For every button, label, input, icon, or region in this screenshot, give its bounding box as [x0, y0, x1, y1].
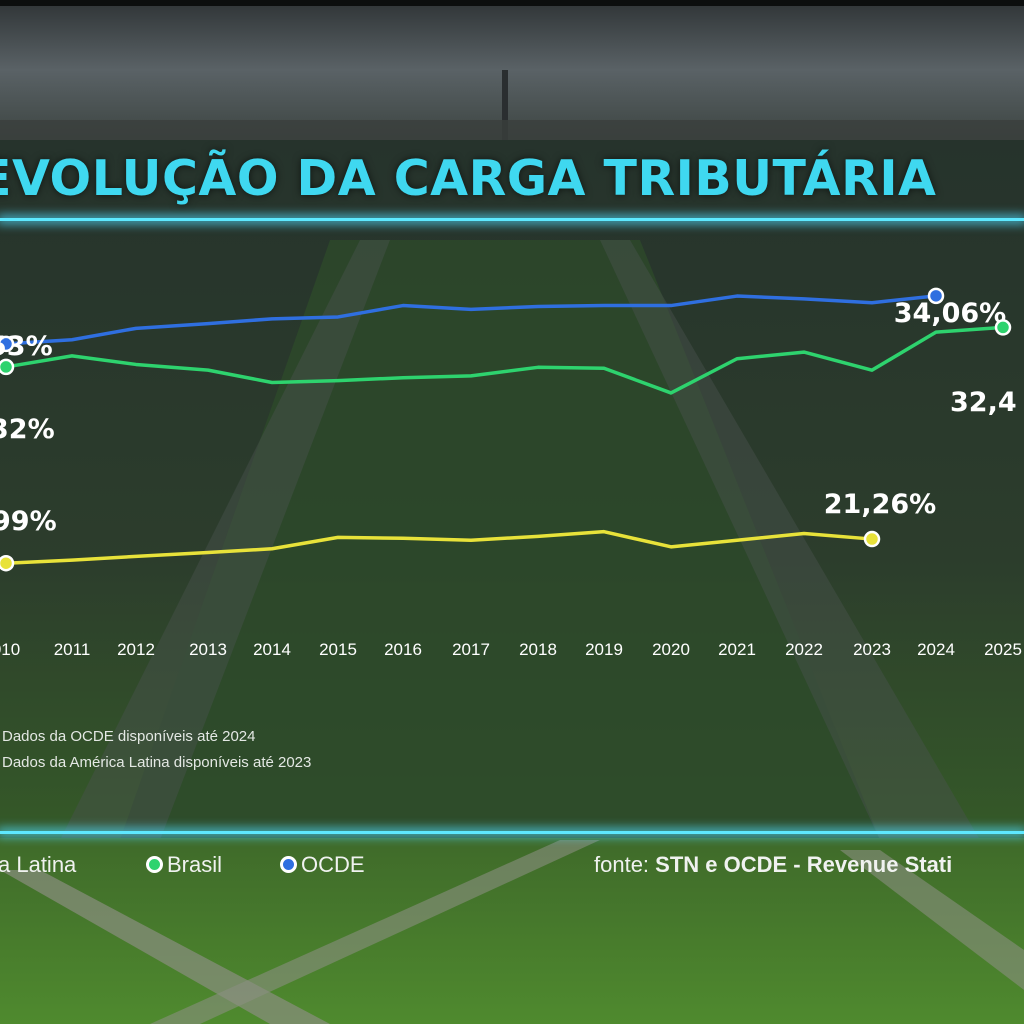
legend-item-brasil: Brasil	[146, 852, 222, 878]
series-point-brasil-first	[0, 358, 15, 376]
x-tick-label: 2022	[785, 640, 823, 659]
x-tick-label: 010	[0, 640, 20, 659]
data-label-am-rica-latina-first: 99%	[0, 506, 57, 537]
series-point-brasil-last	[994, 319, 1012, 336]
x-tick-label: 2016	[384, 640, 422, 659]
x-tick-label: 2011	[54, 640, 91, 659]
line-chart: 010 2011 2012 2013 2014 2015 2016 2017 2018 2019 2…	[0, 287, 1022, 659]
chart-title: EVOLUÇÃO DA CARGA TRIBUTÁRIA	[0, 150, 937, 207]
x-tick-label: 2018	[519, 640, 557, 659]
x-tick-label: 2025	[984, 640, 1022, 659]
x-tick-label: 2023	[853, 640, 891, 659]
series-line-ocde	[5, 294, 937, 346]
data-label-ocde-last: 34,06%	[894, 298, 1006, 329]
series-point-ocde-first	[0, 335, 15, 353]
legend-dot-icon	[280, 855, 297, 873]
series-line-brasil	[5, 325, 1004, 395]
x-tick-label: 2014	[253, 640, 291, 659]
legend-label: Brasil	[167, 852, 223, 877]
data-label-brasil-first: 32%	[0, 414, 55, 445]
data-label-am-rica-latina-last: 21,26%	[824, 489, 936, 520]
legend-label: OCDE	[301, 852, 365, 877]
title-divider	[0, 218, 1024, 221]
x-tick-label: 2020	[652, 640, 690, 659]
x-tick-label: 2015	[319, 640, 357, 659]
series-point-am-rica-latina-first	[0, 554, 15, 572]
series-line-am-rica-latina	[5, 529, 873, 565]
x-tick-label: 2012	[117, 640, 155, 659]
legend-item-america-latina: a Latina	[0, 852, 76, 878]
x-tick-label: 2019	[585, 640, 623, 659]
series-point-ocde-last	[927, 287, 945, 305]
source-text: STN e OCDE - Revenue Stati	[655, 852, 953, 877]
data-label-brasil-last: 32,4	[950, 387, 1017, 418]
legend-item-ocde: OCDE	[280, 852, 365, 878]
legend-divider	[0, 831, 1024, 834]
source-prefix: fonte:	[594, 852, 650, 877]
note-america-latina: Dados da América Latina disponíveis até …	[2, 754, 312, 771]
legend-label: a Latina	[0, 852, 77, 877]
x-tick-label: 2017	[452, 640, 490, 659]
series-point-am-rica-latina-last	[863, 530, 881, 548]
source-credit: fonte: STN e OCDE - Revenue Stati	[594, 852, 952, 878]
x-tick-label: 2021	[718, 640, 756, 659]
note-ocde: Dados da OCDE disponíveis até 2024	[2, 728, 256, 745]
x-tick-label: 2013	[189, 640, 227, 659]
legend: a Latina Brasil OCDE fonte: STN e OCDE -…	[0, 850, 1024, 886]
x-tick-label: 2024	[917, 640, 955, 659]
data-label-ocde-first: 53%	[0, 331, 53, 362]
legend-dot-icon	[146, 855, 163, 873]
